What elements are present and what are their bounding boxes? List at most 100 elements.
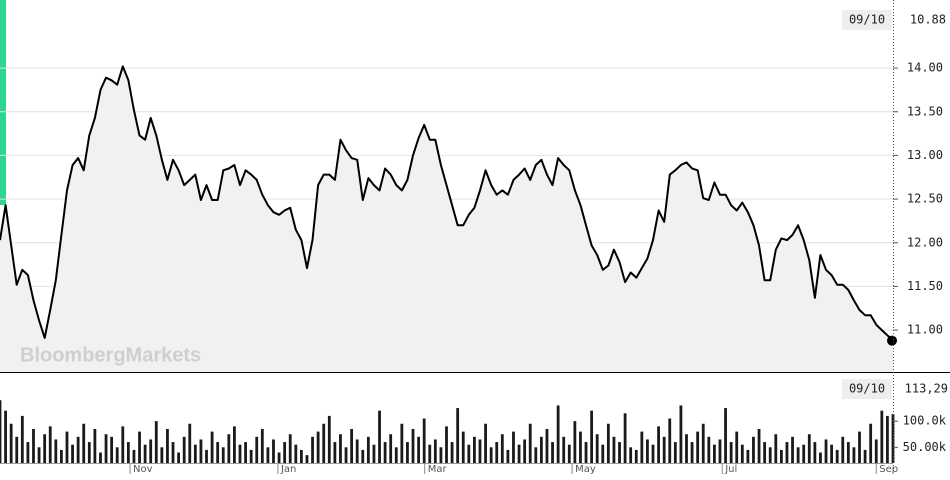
volume-bar — [193, 444, 197, 463]
volume-bar — [400, 423, 404, 463]
volume-bar — [517, 444, 521, 463]
volume-bar — [389, 434, 393, 463]
volume-bar — [668, 418, 672, 463]
volume-bar — [623, 413, 627, 463]
volume-bar — [551, 442, 554, 463]
volume-bar — [260, 428, 264, 463]
volume-bar — [489, 447, 493, 463]
volume-bar — [383, 442, 387, 463]
volume-bar — [227, 434, 231, 463]
volume-bar — [37, 447, 41, 463]
volume-bar — [824, 439, 828, 463]
volume-bar — [713, 444, 716, 463]
volume-bar — [171, 442, 175, 463]
volume-bar — [350, 428, 354, 463]
volume-bar — [478, 439, 482, 463]
volume-bar — [417, 436, 420, 463]
volume-bar — [149, 439, 153, 463]
last-volume: 113,29 — [905, 382, 948, 396]
volume-bar — [378, 410, 381, 463]
volume-bar — [752, 436, 755, 463]
volume-bar — [132, 449, 136, 463]
volume-bar — [657, 426, 660, 463]
price-area — [0, 66, 893, 373]
volume-bar — [852, 447, 856, 463]
volume-bar — [646, 439, 649, 463]
volume-bar — [556, 405, 560, 463]
volume-bar — [696, 431, 700, 463]
x-tick-label: Sep — [879, 464, 898, 475]
volume-bar — [545, 428, 549, 463]
volume-bar — [59, 449, 63, 463]
volume-bar — [534, 447, 538, 463]
volume-bar — [216, 442, 220, 463]
volume-bar — [685, 434, 688, 463]
volume-bar — [333, 442, 337, 463]
volume-bar — [339, 434, 342, 463]
volume-bar — [807, 434, 811, 463]
volume-bar — [506, 449, 510, 463]
volume-bar — [500, 434, 504, 463]
volume-bar — [255, 436, 259, 463]
last-price: 10.88 — [910, 13, 946, 27]
volume-bar — [294, 444, 298, 463]
volume-bar — [735, 431, 739, 463]
volume-bar — [701, 423, 705, 463]
volume-bar — [166, 428, 169, 463]
volume-bar — [305, 455, 309, 463]
volume-bar — [71, 444, 74, 463]
volume-bar — [523, 439, 527, 463]
volume-bar — [311, 436, 314, 463]
y-tick-label: 12.50 — [907, 192, 943, 206]
volume-bar — [740, 444, 744, 463]
volume-bar — [355, 439, 359, 463]
volume-bar — [528, 423, 532, 463]
volume-bar — [221, 447, 225, 463]
volume-bar — [579, 431, 582, 463]
volume-bar — [791, 436, 794, 463]
x-tick-label: May — [575, 464, 596, 475]
x-tick-label: Mar — [428, 464, 448, 475]
plot — [0, 65, 897, 463]
volume-bar — [819, 452, 822, 463]
volume-bar — [138, 431, 141, 463]
volume-bar — [718, 439, 722, 463]
volume-bar — [634, 449, 638, 463]
volume-bar — [110, 436, 114, 463]
volume-bar — [629, 447, 633, 463]
volume-bar — [445, 426, 448, 463]
x-tick-label: Jan — [280, 464, 296, 475]
volume-bar — [177, 452, 180, 463]
volume-bar — [707, 436, 711, 463]
volume-bar — [724, 408, 727, 463]
volume-bar — [9, 423, 13, 463]
volume-bar — [606, 423, 610, 463]
volume-bar — [266, 447, 270, 463]
volume-bar — [199, 439, 203, 463]
volume-bar — [813, 442, 817, 463]
last-date: 09/10 — [849, 13, 885, 27]
volume-bar — [26, 442, 30, 463]
volume-bar — [115, 447, 119, 463]
volume-bar — [590, 410, 594, 463]
volume-bar — [32, 428, 35, 463]
volume-bar — [76, 436, 80, 463]
volume-bar — [757, 428, 761, 463]
volume-bar — [272, 439, 275, 463]
volume-bar — [562, 436, 566, 463]
volume-bar — [679, 405, 683, 463]
volume-bar — [82, 423, 86, 463]
last-point — [887, 335, 897, 346]
volume-bar — [99, 452, 102, 463]
last-date: 09/10 — [849, 382, 885, 396]
volume-bar — [618, 442, 621, 463]
volume-bar — [785, 442, 789, 463]
volume-bar — [467, 444, 471, 463]
volume-bar — [316, 431, 320, 463]
volume-bar — [439, 447, 443, 463]
volume-bar — [461, 431, 465, 463]
volume-bar — [746, 449, 750, 463]
y-tick-label: 50.00k — [903, 440, 947, 454]
volume-bar — [802, 444, 806, 463]
volume-bar — [433, 439, 437, 463]
